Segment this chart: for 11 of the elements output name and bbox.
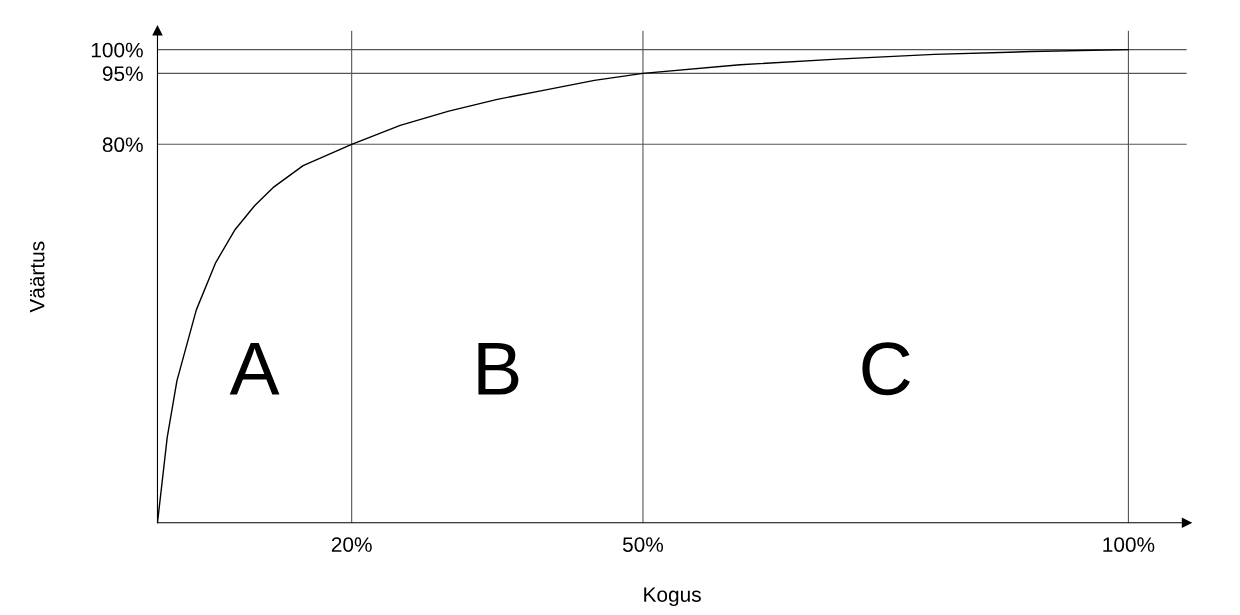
- y-axis-title: Väärtus: [29, 241, 45, 313]
- x-tick-label: 100%: [1103, 537, 1155, 552]
- x-tick-label: 50%: [622, 537, 664, 552]
- x-axis-title: Kogus: [644, 587, 701, 607]
- y-tick-label: 100%: [91, 42, 143, 58]
- x-tick-label: 20%: [331, 537, 372, 552]
- y-tick-label: 95%: [102, 66, 143, 82]
- annotation: B: [478, 342, 519, 395]
- annotation: A: [229, 342, 280, 395]
- y-tick-label: 80%: [102, 137, 143, 153]
- annotation: C: [862, 342, 910, 396]
